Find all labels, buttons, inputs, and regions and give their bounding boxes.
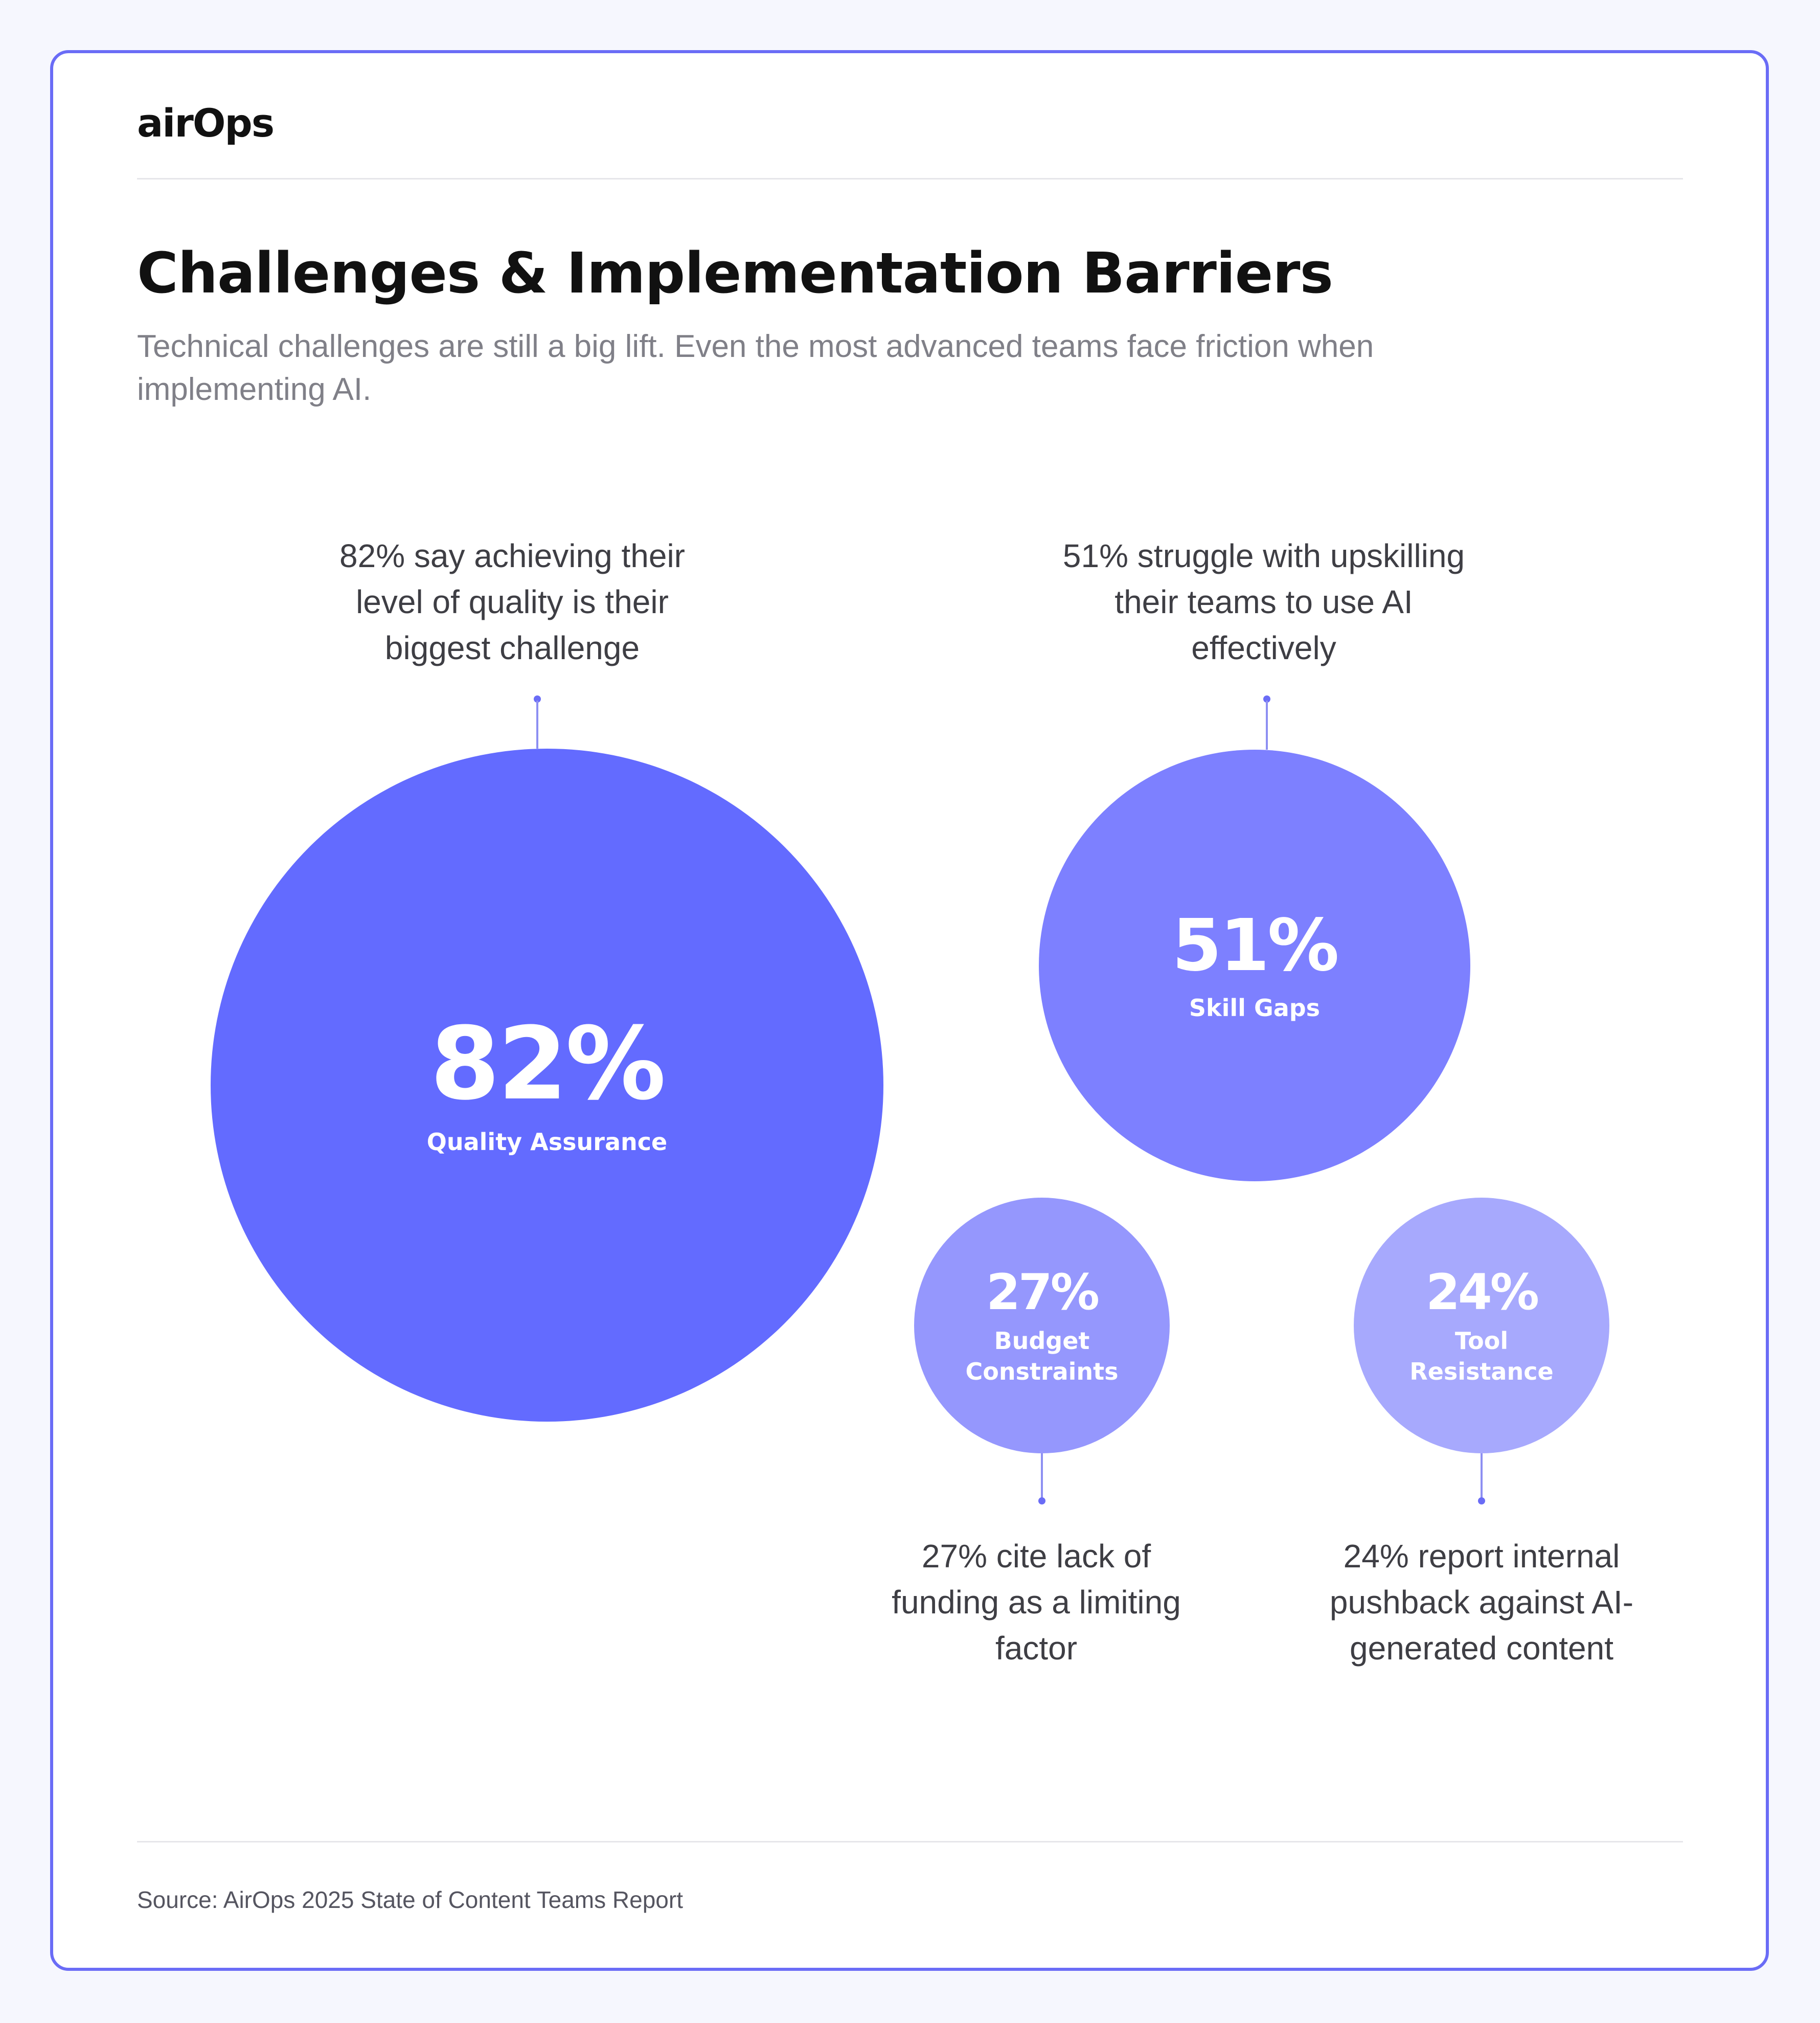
- footer-divider: [137, 1841, 1683, 1842]
- leader-line-tool-resistance: [1481, 1453, 1483, 1499]
- bubble-label-skill-gaps: Skill Gaps: [1189, 994, 1321, 1022]
- bubble-budget-constraints: 27% Budget Constraints: [914, 1198, 1170, 1453]
- leader-line-budget-constraints: [1041, 1453, 1043, 1499]
- bubble-label-quality-assurance: Quality Assurance: [426, 1128, 668, 1156]
- airops-logo: airOps: [137, 100, 275, 146]
- leader-dot-budget-constraints: [1038, 1497, 1045, 1504]
- leader-line-skill-gaps: [1266, 701, 1268, 750]
- bubble-value-budget-constraints: 27%: [986, 1264, 1100, 1321]
- bubble-value-quality-assurance: 82%: [430, 1006, 666, 1122]
- page-subtitle: Technical challenges are still a big lif…: [137, 329, 1374, 407]
- leader-dot-skill-gaps: [1263, 695, 1270, 703]
- bubble-label-budget-constraints: Budget Constraints: [965, 1327, 1119, 1385]
- leader-line-quality-assurance: [536, 701, 538, 749]
- leader-dot-tool-resistance: [1478, 1497, 1485, 1504]
- bubble-skill-gaps: 51% Skill Gaps: [1039, 750, 1470, 1181]
- header-divider: [137, 178, 1683, 179]
- callout-quality-assurance: 82% say achieving their level of quality…: [339, 537, 685, 666]
- bubble-value-skill-gaps: 51%: [1172, 904, 1339, 987]
- bubble-label-tool-resistance: Tool Resistance: [1409, 1327, 1554, 1385]
- page-title: Challenges & Implementation Barriers: [137, 240, 1333, 306]
- bubble-tool-resistance: 24% Tool Resistance: [1354, 1198, 1609, 1453]
- callout-skill-gaps: 51% struggle with upskilling their teams…: [1062, 537, 1465, 666]
- callout-tool-resistance: 24% report internal pushback against AI-…: [1329, 1538, 1634, 1667]
- callout-budget-constraints: 27% cite lack of funding as a limiting f…: [892, 1538, 1181, 1667]
- bubble-value-tool-resistance: 24%: [1426, 1264, 1539, 1321]
- source-note: Source: AirOps 2025 State of Content Tea…: [137, 1886, 683, 1913]
- bubble-quality-assurance: 82% Quality Assurance: [211, 749, 883, 1422]
- leader-dot-quality-assurance: [534, 695, 541, 703]
